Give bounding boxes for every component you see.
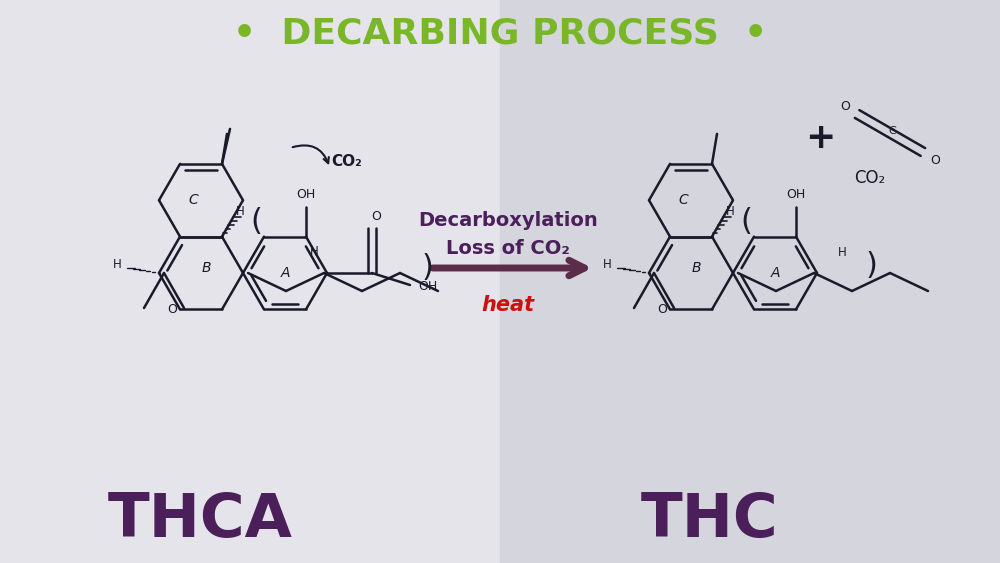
Text: O: O <box>657 303 667 316</box>
Text: CO₂: CO₂ <box>332 154 362 168</box>
Text: THCA: THCA <box>108 491 292 551</box>
Text: H: H <box>236 205 244 218</box>
Text: CO₂: CO₂ <box>854 169 886 187</box>
Text: C: C <box>188 193 198 207</box>
Text: H: H <box>113 258 121 271</box>
Text: (: ( <box>740 207 752 236</box>
Text: +: + <box>805 121 835 155</box>
Text: (: ( <box>250 207 262 236</box>
Text: H: H <box>603 258 611 271</box>
Text: Decarboxylation: Decarboxylation <box>418 212 598 230</box>
Text: O: O <box>930 154 940 167</box>
Text: H: H <box>726 205 734 218</box>
Text: A: A <box>770 266 780 280</box>
Text: O: O <box>167 303 177 316</box>
Text: ): ) <box>866 251 878 279</box>
Text: C: C <box>888 126 896 136</box>
Text: THC: THC <box>641 491 779 551</box>
Text: A: A <box>280 266 290 280</box>
Text: O: O <box>371 209 381 222</box>
Text: H: H <box>838 247 846 260</box>
Text: C: C <box>678 193 688 207</box>
Text: B: B <box>201 261 211 275</box>
Text: heat: heat <box>481 295 535 315</box>
Text: OH: OH <box>418 280 438 293</box>
Text: Loss of CO₂: Loss of CO₂ <box>446 239 570 257</box>
Text: H: H <box>310 245 318 258</box>
Text: B: B <box>691 261 701 275</box>
Text: OH: OH <box>786 188 806 201</box>
Bar <box>500 0 1000 563</box>
Text: •  DECARBING PROCESS  •: • DECARBING PROCESS • <box>233 16 767 50</box>
Bar <box>0 0 500 563</box>
Text: ): ) <box>421 253 433 283</box>
Text: O: O <box>840 100 850 113</box>
Text: OH: OH <box>296 188 316 201</box>
